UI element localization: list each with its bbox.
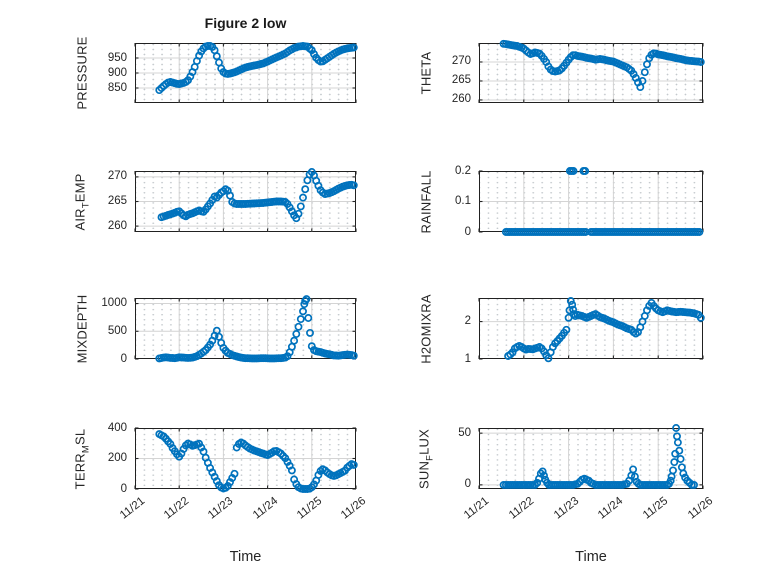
tick-marks	[134, 171, 357, 232]
x-axis-label-right: Time	[575, 549, 607, 565]
y-tick-label: 265	[107, 195, 127, 207]
mixdepth-canvas	[134, 295, 358, 363]
x-tick-label: 11/21	[461, 495, 492, 522]
data-points	[501, 167, 704, 236]
y-axis-label-theta: THETA	[418, 51, 434, 95]
x-axis-label-left: Time	[229, 549, 262, 565]
y-tick-label: 1	[464, 352, 471, 365]
x-tick-label: 11/23	[206, 495, 236, 522]
y-axis-label-terr-msl: TERRMSL	[72, 428, 92, 489]
y-axis-label-air-temp: AIRTEMP	[72, 172, 92, 231]
y-tick-label: 50	[458, 426, 471, 439]
rainfall-canvas	[478, 167, 704, 236]
y-tick-label: 0.2	[455, 164, 471, 177]
h2omixra-canvas	[478, 297, 705, 363]
major-grid	[479, 43, 703, 103]
sun-flux-canvas	[478, 424, 704, 489]
y-axis-label-sun-flux: SUNFLUX	[416, 428, 436, 489]
y-tick-label: 0	[120, 482, 127, 495]
tick-marks	[478, 298, 704, 360]
y-tick-label: 500	[107, 324, 127, 337]
y-tick-label: 0.1	[455, 195, 471, 207]
air-temp-canvas	[134, 168, 358, 232]
y-tick-label: 270	[451, 55, 471, 68]
x-tick-label: 11/22	[162, 495, 192, 522]
data-points	[499, 39, 705, 92]
y-tick-label: 850	[107, 81, 127, 94]
y-tick-label: 900	[107, 66, 127, 79]
figure-title: Figure 2 low	[204, 15, 287, 31]
y-axis-label-mixdepth: MIXDEPTH	[74, 294, 90, 363]
data-points	[504, 297, 705, 363]
data-points	[155, 430, 358, 493]
x-tick-label: 11/24	[596, 495, 626, 522]
y-tick-label: 0	[120, 352, 127, 365]
data-points	[499, 424, 698, 489]
x-tick-label: 11/22	[506, 495, 537, 522]
y-tick-label: 1000	[101, 297, 127, 310]
x-tick-label: 11/25	[294, 495, 325, 522]
data-points	[157, 168, 358, 223]
y-tick-label: 265	[451, 74, 471, 87]
x-tick-label: 11/21	[117, 495, 148, 522]
y-axis-label-h2omixra: H2OMIXRA	[418, 293, 434, 364]
theta-canvas	[478, 39, 705, 103]
y-tick-label: 2	[464, 315, 471, 328]
y-tick-label: 200	[107, 452, 127, 464]
major-grid	[479, 171, 703, 232]
terr-msl-canvas	[134, 427, 358, 493]
y-tick-label: 260	[107, 219, 127, 232]
data-points	[155, 42, 358, 95]
y-tick-label: 0	[464, 225, 471, 238]
y-tick-label: 400	[107, 421, 127, 434]
y-tick-label: 260	[451, 93, 471, 106]
x-tick-label: 11/25	[641, 495, 671, 522]
x-tick-label: 11/23	[551, 495, 581, 522]
x-tick-label: 11/26	[338, 495, 369, 522]
y-tick-label: 0	[464, 478, 471, 491]
y-tick-label: 270	[107, 170, 127, 183]
data-points	[155, 295, 358, 363]
tick-marks	[478, 43, 704, 103]
major-grid	[135, 43, 356, 103]
y-axis-label-rainfall: RAINFALL	[418, 169, 434, 234]
y-tick-label: 950	[107, 51, 127, 64]
y-axis-label-pressure: PRESSURE	[74, 36, 90, 110]
x-tick-label: 11/24	[250, 495, 280, 522]
x-tick-label: 11/26	[685, 495, 716, 522]
pressure-canvas	[134, 42, 358, 103]
